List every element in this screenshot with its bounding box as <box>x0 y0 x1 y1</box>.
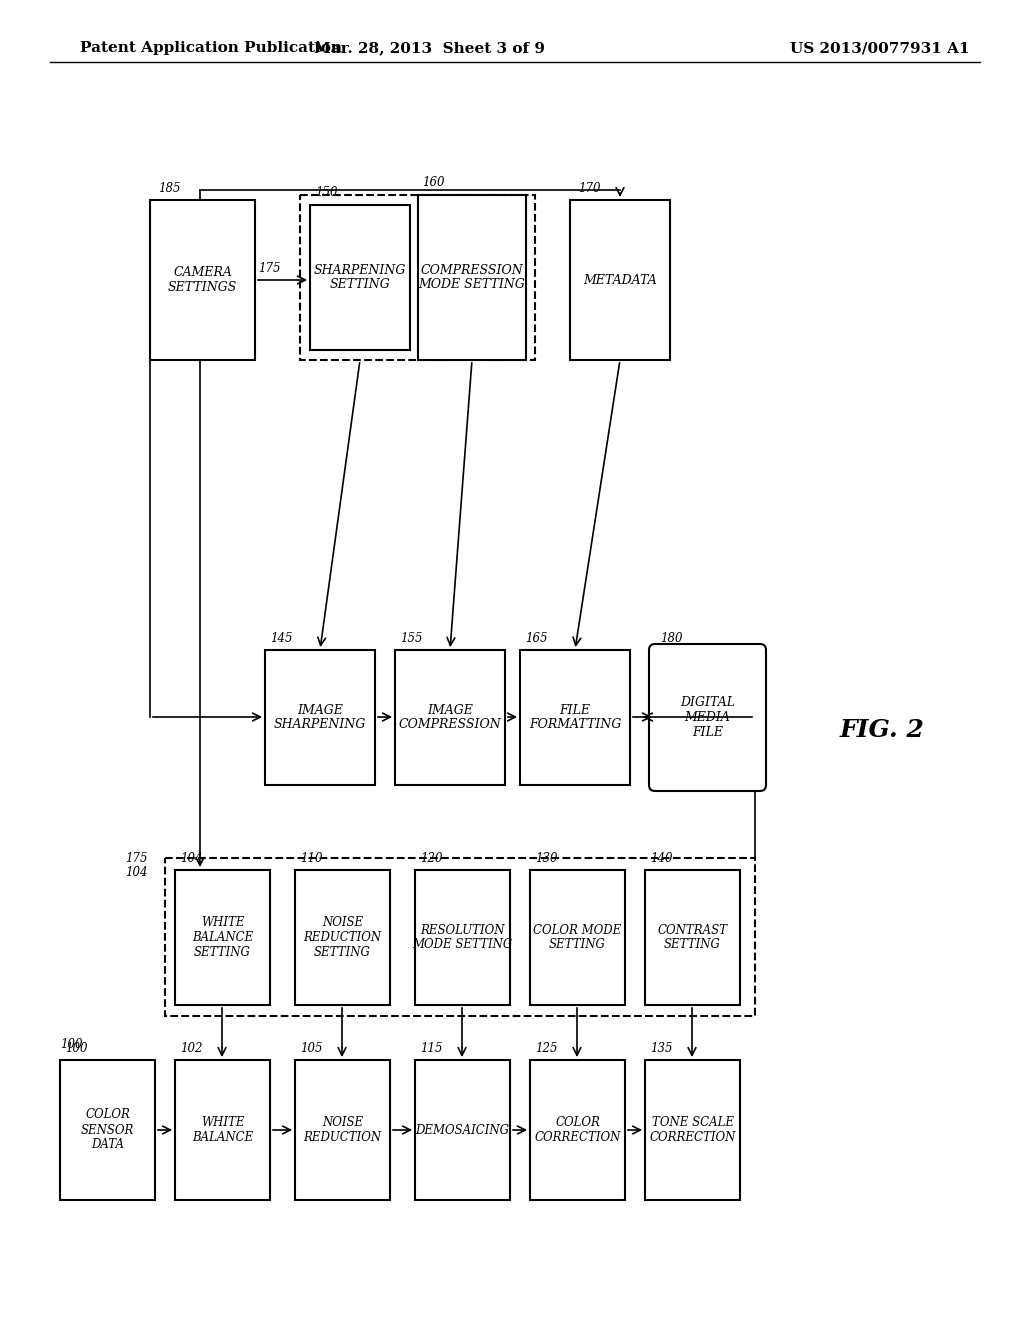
Text: 175: 175 <box>258 261 281 275</box>
Bar <box>60 1060 155 1200</box>
Text: WHITE
BALANCE
SETTING: WHITE BALANCE SETTING <box>191 916 253 960</box>
Text: 150: 150 <box>315 186 338 199</box>
Text: TONE SCALE
CORRECTION: TONE SCALE CORRECTION <box>649 1115 735 1144</box>
Text: RESOLUTION
MODE SETTING: RESOLUTION MODE SETTING <box>413 924 513 952</box>
Text: SHARPENING
SETTING: SHARPENING SETTING <box>313 264 407 292</box>
Text: 110: 110 <box>300 851 323 865</box>
Text: WHITE
BALANCE: WHITE BALANCE <box>191 1115 253 1144</box>
Text: 120: 120 <box>420 851 442 865</box>
Text: METADATA: METADATA <box>583 273 656 286</box>
Bar <box>295 870 390 1005</box>
Text: 100: 100 <box>65 1041 87 1055</box>
Bar <box>165 858 755 1016</box>
Text: 155: 155 <box>400 631 423 644</box>
Text: CAMERA
SETTINGS: CAMERA SETTINGS <box>168 267 238 294</box>
Text: COLOR
CORRECTION: COLOR CORRECTION <box>535 1115 621 1144</box>
Bar <box>310 205 410 350</box>
Text: FIG. 2: FIG. 2 <box>840 718 925 742</box>
Text: NOISE
REDUCTION
SETTING: NOISE REDUCTION SETTING <box>303 916 382 960</box>
Bar <box>300 195 535 360</box>
Text: 105: 105 <box>300 1041 323 1055</box>
Bar <box>415 1060 510 1200</box>
Bar <box>175 870 270 1005</box>
Text: 170: 170 <box>578 181 600 194</box>
Bar <box>175 1060 270 1200</box>
Text: 140: 140 <box>650 851 673 865</box>
Bar <box>520 649 630 785</box>
Bar <box>265 649 375 785</box>
Text: 115: 115 <box>420 1041 442 1055</box>
Text: 100: 100 <box>60 1039 83 1052</box>
Text: IMAGE
COMPRESSION: IMAGE COMPRESSION <box>398 704 502 731</box>
Bar <box>415 870 510 1005</box>
Text: 175: 175 <box>126 851 148 865</box>
Text: 165: 165 <box>525 631 548 644</box>
Text: DIGITAL
MEDIA
FILE: DIGITAL MEDIA FILE <box>680 696 735 739</box>
Bar <box>530 1060 625 1200</box>
Text: US 2013/0077931 A1: US 2013/0077931 A1 <box>791 41 970 55</box>
Bar <box>645 1060 740 1200</box>
Bar <box>395 649 505 785</box>
Text: 185: 185 <box>158 181 180 194</box>
Text: DEMOSAICING: DEMOSAICING <box>416 1123 510 1137</box>
Text: 130: 130 <box>535 851 557 865</box>
Text: Patent Application Publication: Patent Application Publication <box>80 41 342 55</box>
Text: COMPRESSION
MODE SETTING: COMPRESSION MODE SETTING <box>419 264 525 292</box>
Bar <box>530 870 625 1005</box>
FancyBboxPatch shape <box>649 644 766 791</box>
Text: 125: 125 <box>535 1041 557 1055</box>
Text: Mar. 28, 2013  Sheet 3 of 9: Mar. 28, 2013 Sheet 3 of 9 <box>314 41 546 55</box>
Text: COLOR
SENSOR
DATA: COLOR SENSOR DATA <box>81 1109 134 1151</box>
Text: 145: 145 <box>270 631 293 644</box>
Bar <box>150 201 255 360</box>
Text: COLOR MODE
SETTING: COLOR MODE SETTING <box>534 924 622 952</box>
Text: 180: 180 <box>660 631 683 644</box>
Text: CONTRAST
SETTING: CONTRAST SETTING <box>657 924 727 952</box>
Text: 135: 135 <box>650 1041 673 1055</box>
Bar <box>418 195 526 360</box>
Text: 102: 102 <box>180 1041 203 1055</box>
Text: 104: 104 <box>126 866 148 879</box>
Text: 160: 160 <box>422 177 444 190</box>
Text: IMAGE
SHARPENING: IMAGE SHARPENING <box>273 704 367 731</box>
Bar <box>570 201 670 360</box>
Text: NOISE
REDUCTION: NOISE REDUCTION <box>303 1115 382 1144</box>
Bar <box>645 870 740 1005</box>
Text: 104: 104 <box>180 851 203 865</box>
Text: FILE
FORMATTING: FILE FORMATTING <box>528 704 622 731</box>
Bar <box>295 1060 390 1200</box>
